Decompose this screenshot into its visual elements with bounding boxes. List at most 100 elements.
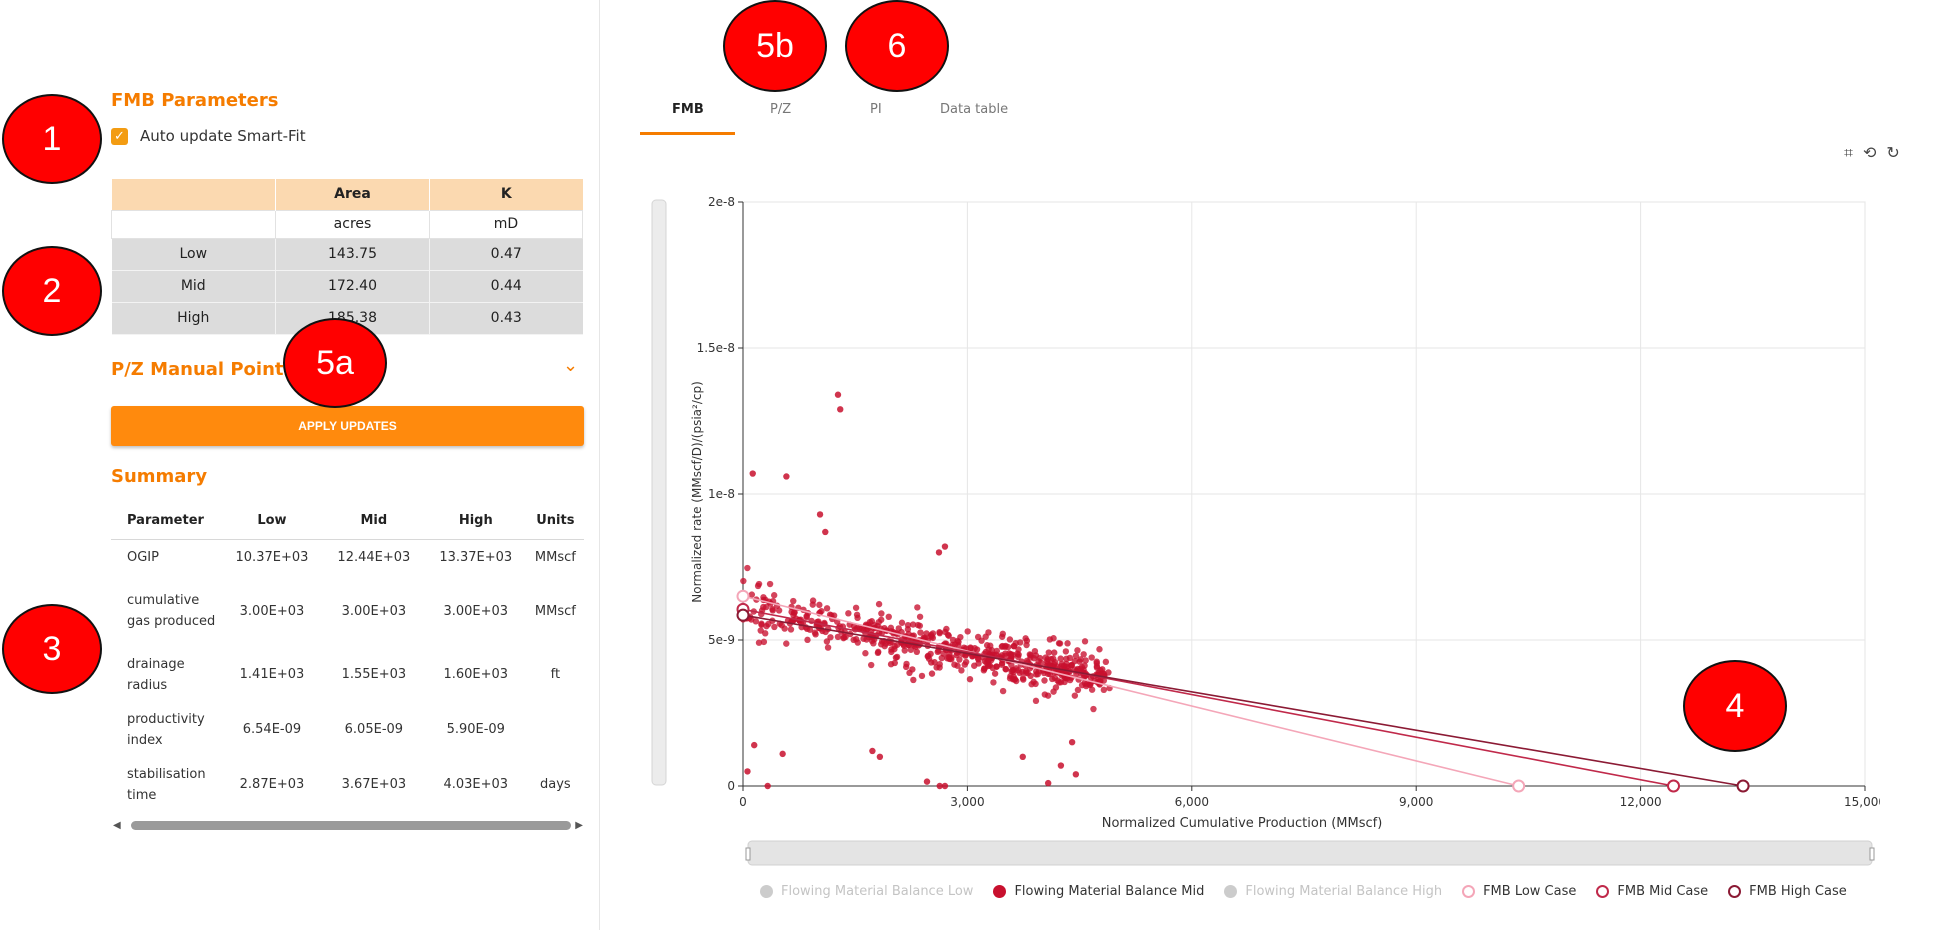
x-zoom-handle-right[interactable] bbox=[1869, 847, 1875, 861]
tab-data-table[interactable]: Data table bbox=[940, 102, 1009, 117]
scatter-point bbox=[757, 627, 764, 634]
legend-item[interactable]: FMB Low Case bbox=[1462, 884, 1576, 899]
value-cell: 1.55E+03 bbox=[341, 667, 407, 682]
annotation-marker-1: 1 bbox=[2, 94, 102, 184]
scatter-point bbox=[1023, 637, 1031, 644]
scatter-point bbox=[900, 642, 908, 649]
legend-item[interactable]: Flowing Material Balance High bbox=[1224, 884, 1442, 899]
table-row: drainage radius 1.41E+03 1.55E+03 1.60E+… bbox=[111, 647, 584, 702]
scatter-point bbox=[769, 605, 776, 613]
tab-fmb[interactable]: FMB bbox=[672, 102, 704, 117]
value-cell: 3.00E+03 bbox=[443, 603, 509, 619]
k-cell[interactable]: 0.43 bbox=[429, 302, 583, 335]
scatter-point bbox=[999, 630, 1006, 638]
value-cell: 3.00E+03 bbox=[341, 603, 407, 619]
scatter-point bbox=[1066, 654, 1074, 662]
legend-item[interactable]: FMB High Case bbox=[1728, 884, 1847, 899]
legend-label: FMB Low Case bbox=[1483, 884, 1577, 899]
scatter-point bbox=[875, 600, 883, 608]
scroll-left-icon[interactable]: ◀ bbox=[113, 820, 121, 831]
summary-table: Parameter Low Mid High Units OGIP 10.37E… bbox=[111, 503, 584, 812]
scatter-point bbox=[918, 672, 926, 680]
scatter-point bbox=[1054, 677, 1061, 684]
scatter-point bbox=[1086, 681, 1093, 688]
table-header: Units bbox=[526, 503, 584, 540]
legend-item[interactable]: Flowing Material Balance Low bbox=[760, 884, 973, 899]
value-cell: 12.44E+03 bbox=[337, 549, 411, 565]
scatter-point bbox=[978, 637, 985, 644]
fmb-parameters-table: Area K acres mD Low 143.75 0.47 Mid 172.… bbox=[111, 179, 583, 335]
scroll-right-icon[interactable]: ▶ bbox=[575, 820, 583, 831]
scatter-point bbox=[964, 628, 971, 635]
legend-item[interactable]: Flowing Material Balance Mid bbox=[993, 884, 1204, 899]
scatter-point bbox=[1002, 665, 1009, 673]
scatter-point bbox=[1010, 673, 1017, 681]
scatter-point bbox=[1074, 647, 1081, 654]
zoom-select-icon[interactable]: ⌗ bbox=[1844, 143, 1854, 162]
scatter-point bbox=[948, 656, 955, 663]
scatter-point bbox=[806, 626, 814, 633]
active-tab-underline bbox=[640, 132, 735, 135]
scatter-point bbox=[936, 782, 943, 790]
scatter-point bbox=[869, 747, 876, 755]
scatter-point bbox=[935, 549, 943, 556]
horizontal-scrollbar[interactable]: ◀ ▶ bbox=[113, 818, 583, 832]
table-header: Parameter bbox=[111, 503, 221, 540]
scatter-point bbox=[1031, 647, 1039, 655]
restore-icon[interactable]: ↻ bbox=[1886, 143, 1900, 162]
scatter-point bbox=[931, 659, 938, 666]
scatter-point bbox=[755, 639, 763, 646]
scatter-point bbox=[904, 626, 912, 633]
table-row: cumulative gas produced 3.00E+03 3.00E+0… bbox=[111, 575, 584, 647]
area-cell[interactable]: 172.40 bbox=[275, 270, 430, 303]
scatter-point bbox=[1095, 669, 1102, 677]
scatter-point bbox=[1019, 675, 1027, 682]
scatter-point bbox=[909, 666, 916, 673]
scatter-point bbox=[1071, 692, 1079, 699]
zoom-reset-icon[interactable]: ⟲ bbox=[1863, 143, 1877, 162]
fmb-parameters-title: FMB Parameters bbox=[111, 90, 279, 111]
k-cell[interactable]: 0.47 bbox=[429, 238, 583, 271]
scatter-point bbox=[954, 662, 961, 669]
chart-legend: Flowing Material Balance Low Flowing Mate… bbox=[760, 884, 1847, 899]
scatter-point bbox=[834, 391, 842, 398]
tab-pz[interactable]: P/Z bbox=[770, 102, 792, 117]
scatter-point bbox=[1027, 672, 1034, 680]
y-zoom-slider[interactable] bbox=[651, 199, 667, 786]
chevron-down-icon[interactable]: ⌄ bbox=[563, 355, 579, 376]
checkbox-checked-icon[interactable]: ✓ bbox=[111, 127, 128, 145]
k-cell[interactable]: 0.44 bbox=[429, 270, 583, 303]
apply-updates-button[interactable]: APPLY UPDATES bbox=[111, 406, 584, 446]
unit-cell bbox=[527, 702, 584, 757]
annotation-marker-5b: 5b bbox=[723, 0, 827, 92]
y-tick-label: 1.5e-8 bbox=[697, 341, 735, 355]
unit-cell: MMscf bbox=[534, 603, 576, 619]
scatter-point bbox=[938, 654, 945, 662]
scatter-point bbox=[943, 625, 950, 633]
legend-symbol bbox=[993, 885, 1007, 898]
x-zoom-slider[interactable] bbox=[747, 840, 1873, 866]
legend-item[interactable]: FMB Mid Case bbox=[1596, 884, 1708, 899]
x-zoom-handle-left[interactable] bbox=[745, 847, 751, 861]
value-cell: 5.90E-09 bbox=[446, 722, 505, 737]
unit-cell: MMscf bbox=[534, 549, 576, 565]
x-tick-label: 12,000 bbox=[1620, 795, 1662, 809]
scatter-point bbox=[1080, 651, 1087, 658]
pz-manual-points-title[interactable]: P/Z Manual Points bbox=[111, 359, 295, 380]
scatter-point bbox=[862, 650, 869, 657]
scatter-point bbox=[1044, 779, 1052, 787]
auto-update-checkbox[interactable]: ✓ Auto update Smart-Fit bbox=[111, 127, 306, 145]
scatter-point bbox=[991, 670, 999, 677]
tab-pi[interactable]: PI bbox=[870, 102, 882, 117]
param-cell: cumulative gas produced bbox=[127, 593, 216, 629]
table-header: Area bbox=[275, 179, 430, 210]
scatter-point bbox=[1056, 640, 1064, 647]
scatter-point bbox=[953, 651, 960, 659]
x-tick-label: 3,000 bbox=[950, 795, 984, 809]
case-endpoint bbox=[736, 608, 750, 622]
scatter-point bbox=[928, 670, 936, 677]
scrollbar-thumb[interactable] bbox=[131, 821, 571, 830]
scatter-point bbox=[923, 778, 931, 785]
chart-case-lines bbox=[736, 589, 1750, 793]
area-cell[interactable]: 143.75 bbox=[275, 238, 430, 271]
